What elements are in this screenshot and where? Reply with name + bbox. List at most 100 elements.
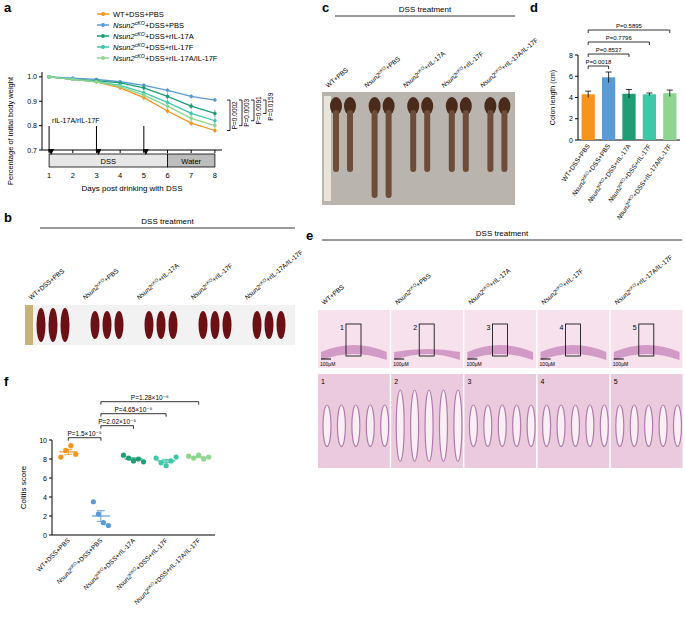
x-tick [167,150,168,153]
x-tick-label: Nsun2cKO+DSS+PBS [570,142,612,197]
p-bracket [588,42,649,45]
p-value: P=0.0002 [231,101,238,129]
text-span: +PBS [415,271,433,288]
colon-photo [386,110,392,198]
zoom-box [419,324,434,356]
panel-a: a0.70.80.91.0DSSWater12345678Days post d… [4,0,274,193]
injection-arrow [96,126,97,152]
histology-detail [464,374,536,468]
text-span: 8 [569,52,573,59]
group-label: Nsun2cKO+rIL-17A [466,266,512,306]
text-span: WT+PBS [324,66,350,89]
x-axis [52,535,215,536]
histology-overview [538,310,610,368]
image-number: 3 [486,324,490,331]
text-span: WT+DSS+PBS [113,10,164,19]
y-tick-label: 4 [43,494,47,501]
text-span: Water [181,157,201,166]
image-number: 2 [413,324,417,331]
scale-label: 100μM [320,361,335,367]
injection-label: rIL-17A/rIL-17F [52,117,99,124]
p-value: P=0.8537 [596,47,623,53]
spleen-photo [169,311,178,339]
colon-photo [410,110,416,172]
spleen-photo [253,311,262,339]
crypt [586,405,594,446]
group-label: WT+PBS [320,283,346,306]
data-point [47,75,51,79]
text-span: 100μM [320,361,335,367]
x-tick-label: Nsun2cKO+DSS+rIL-17A/IL-17F [615,142,673,220]
p-bracket [227,100,230,130]
crypt [352,405,360,446]
scale-label: 100μM [613,361,628,367]
text-span: P=0.0091 [255,96,262,124]
data-point [136,456,141,461]
text-span: WT+DSS+PBS [35,536,72,573]
text-span: P=0.0159 [267,92,274,120]
y-tick-label: 2 [43,513,47,520]
group-label: Nsun2cKO+rIL-17A/IL-17F [243,248,304,301]
text-span: 0.8 [27,122,37,129]
crypt [484,405,492,446]
group-label: WT+DSS+PBS [27,267,66,301]
crypt [513,405,521,446]
panel-f: f0246810Colitis scoreWT+DSS+PBSNsun2cKO+… [4,374,215,606]
tissue-layer [467,345,533,360]
text-span: +DSS+rIL-17F [134,537,169,572]
x-tick-label: Nsun2cKO+DSS+rIL-17A/IL-17F [132,537,201,606]
text-span: +rIL-17F [561,267,584,288]
image-number: 1 [321,378,325,385]
p-value: P=4.65×10⁻⁵ [115,406,153,413]
x-axis-title: Days post drinking with DSS [82,184,183,193]
text-span: 0 [569,137,573,144]
x-tick-label: 7 [189,171,193,180]
y-axis-title: Percentage of initial body weight [6,76,15,185]
spleen-photo [211,311,220,339]
data-point [63,448,68,453]
panel-b: bDSS treatmentWT+DSS+PBSNsun2cKO+PBSNsun… [4,210,304,345]
data-point [71,78,75,82]
panel-letter: c [322,0,329,15]
text-span: 2 [71,171,75,180]
legend-label: Nsun2cKO+DSS+rIL-17F [113,42,194,52]
image-number: 3 [467,378,471,385]
colon-photo [333,110,339,172]
data-point [164,463,169,468]
colon-photo [372,110,378,198]
text-span: +PBS [102,266,120,283]
p-bracket [263,100,266,113]
zoom-box [346,324,361,356]
text-span: Colon length (cm) [549,70,557,125]
spleen-photo [61,308,70,342]
p-value: P=1.5×10⁻⁵ [67,430,102,437]
x-tick-label: 8 [213,171,217,180]
histology-detail [611,374,683,468]
data-point [189,121,193,125]
data-point [71,78,75,82]
header-rule [322,240,682,241]
legend-marker [101,12,105,16]
text-span: 2 [43,513,47,520]
spleen-photo [103,311,112,339]
photo-background [25,305,295,345]
y-tick-label: 0.9 [27,98,37,105]
text-span: Nsun2 [113,32,136,41]
group-label: Nsun2cKO+rIL-17A [135,261,181,301]
text-span: +DSS+rIL-17A [145,32,194,41]
crypt [571,405,579,446]
x-tick-label: Nsun2cKO+DSS+rIL-17A [82,536,137,591]
text-span: Days post drinking with DSS [82,184,183,193]
text-span: cKO [135,31,145,37]
text-span: +DSS+rIL-17A/IL-17F [145,54,218,63]
image-number: 5 [614,378,618,385]
text-span: +rIL-17A [423,49,447,71]
text-span: +DSS+PBS [145,21,184,30]
p-value: P=0.5895 [616,23,643,29]
data-point [91,499,96,504]
legend-label: Nsun2cKO+DSS+rIL-17A/IL-17F [113,53,218,63]
bar [582,94,595,140]
y-tick-label: 2 [569,115,573,122]
text-span: 1 [321,378,325,385]
zoom-box [639,324,654,356]
